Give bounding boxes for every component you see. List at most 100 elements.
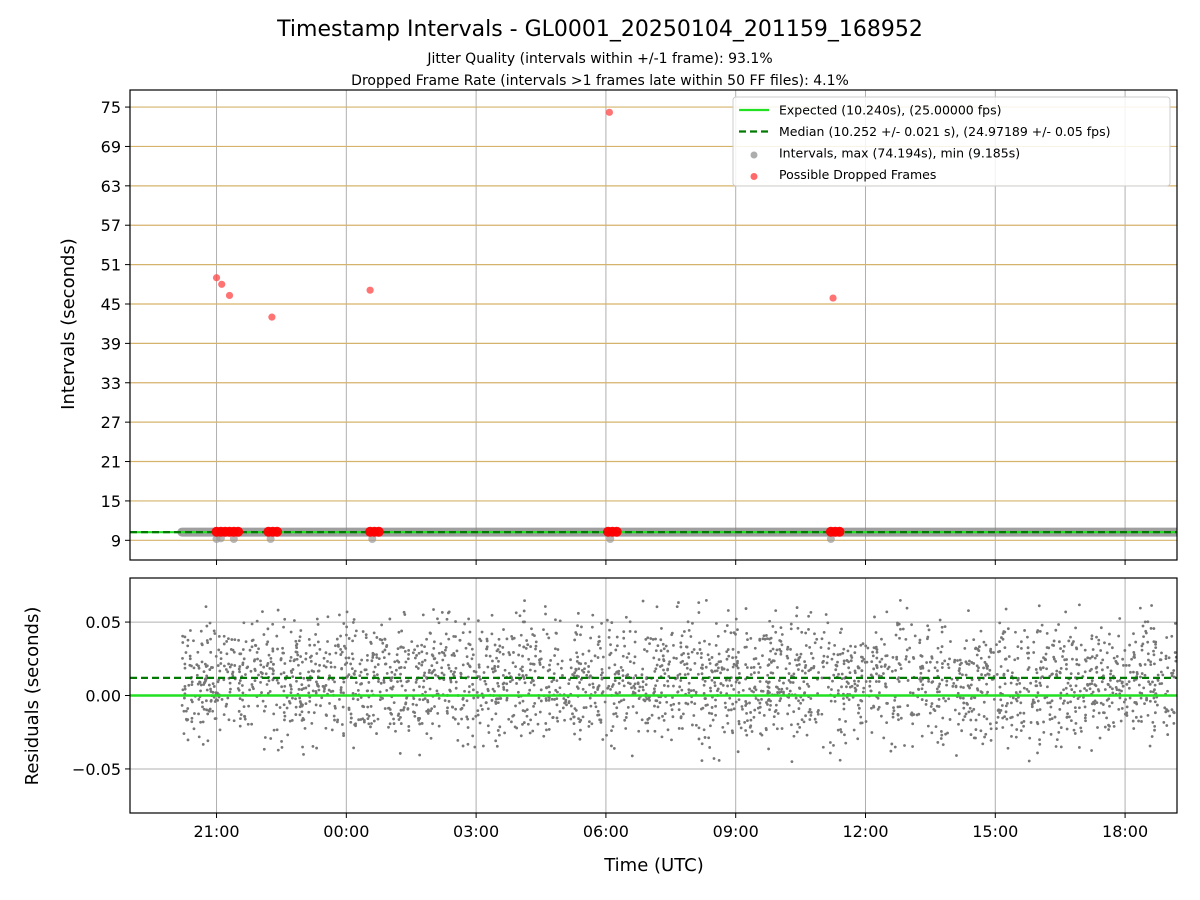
residual-point bbox=[995, 721, 998, 725]
residual-point bbox=[919, 679, 923, 683]
residual-point bbox=[989, 727, 993, 731]
residual-point bbox=[975, 664, 979, 668]
residual-point bbox=[809, 697, 813, 700]
residual-point bbox=[1004, 607, 1008, 611]
residual-point bbox=[259, 659, 262, 663]
residual-point bbox=[563, 701, 567, 705]
residual-point bbox=[844, 741, 848, 745]
residual-point bbox=[927, 669, 931, 673]
residual-point bbox=[905, 648, 909, 652]
residual-point bbox=[260, 671, 264, 675]
residual-point bbox=[744, 700, 748, 703]
residual-point bbox=[369, 640, 373, 644]
residual-point bbox=[869, 689, 873, 693]
residual-point bbox=[1057, 623, 1060, 626]
residual-point bbox=[1108, 704, 1111, 708]
residual-point bbox=[1174, 659, 1177, 663]
residual-point bbox=[539, 657, 543, 661]
residuals-plot-area bbox=[130, 598, 1177, 764]
residual-point bbox=[984, 732, 988, 736]
residual-point bbox=[294, 713, 298, 716]
residual-point bbox=[795, 606, 799, 609]
residual-point bbox=[758, 665, 762, 669]
residual-point bbox=[396, 647, 400, 651]
residual-point bbox=[624, 716, 628, 719]
residual-point bbox=[364, 636, 368, 639]
residual-point bbox=[985, 664, 988, 668]
residual-point bbox=[554, 688, 558, 692]
residual-point bbox=[1003, 682, 1007, 686]
residual-point bbox=[592, 685, 595, 689]
residual-point bbox=[677, 708, 681, 712]
residual-point bbox=[844, 719, 847, 723]
residual-point bbox=[1172, 721, 1176, 725]
residual-point bbox=[610, 621, 614, 624]
residual-point bbox=[1166, 666, 1170, 670]
legend-box bbox=[732, 96, 1171, 187]
residual-point bbox=[534, 644, 538, 648]
residual-point bbox=[856, 684, 859, 687]
residual-point bbox=[666, 728, 670, 732]
residual-point bbox=[734, 617, 738, 621]
residual-point bbox=[956, 659, 959, 662]
residual-point bbox=[800, 630, 804, 634]
residual-point bbox=[237, 709, 241, 713]
residual-point bbox=[842, 662, 846, 666]
residual-point bbox=[883, 642, 886, 646]
residual-point bbox=[962, 706, 966, 710]
residual-point bbox=[403, 649, 407, 653]
residual-point bbox=[924, 690, 927, 694]
residual-point bbox=[1100, 680, 1104, 684]
residual-point bbox=[1163, 706, 1167, 710]
residual-point bbox=[737, 691, 741, 694]
residuals-series bbox=[180, 598, 1177, 764]
residual-point bbox=[1029, 681, 1033, 685]
residual-point bbox=[317, 669, 321, 673]
residual-point bbox=[802, 680, 806, 684]
residual-point bbox=[959, 685, 963, 689]
residual-point bbox=[1117, 688, 1121, 692]
residual-point bbox=[455, 649, 459, 653]
residual-point bbox=[201, 720, 205, 724]
residual-point bbox=[672, 644, 675, 647]
residual-point bbox=[617, 700, 621, 704]
residual-point bbox=[360, 658, 364, 662]
residual-point bbox=[987, 655, 991, 659]
residual-point bbox=[859, 715, 863, 719]
residual-point bbox=[267, 679, 271, 683]
residual-point bbox=[1014, 630, 1017, 634]
residual-point bbox=[294, 639, 298, 643]
residual-point bbox=[415, 703, 418, 707]
residual-point bbox=[1102, 711, 1106, 715]
dropped-frame-point bbox=[212, 274, 221, 282]
residual-point bbox=[354, 681, 358, 685]
residual-point bbox=[1132, 632, 1135, 636]
residual-point bbox=[1166, 709, 1170, 713]
residual-point bbox=[853, 651, 857, 655]
residual-point bbox=[433, 705, 436, 708]
residual-point bbox=[842, 647, 846, 651]
residual-point bbox=[841, 651, 845, 655]
residual-point bbox=[1108, 642, 1111, 646]
residual-point bbox=[307, 638, 311, 641]
residual-point bbox=[577, 661, 581, 665]
residual-point bbox=[383, 662, 387, 666]
residual-point bbox=[675, 657, 678, 660]
residual-point bbox=[687, 688, 691, 691]
residual-point bbox=[413, 714, 417, 718]
residual-point bbox=[310, 654, 313, 658]
residuals-y-axis-label: Residuals (seconds) bbox=[22, 607, 43, 786]
residual-point bbox=[792, 710, 796, 714]
residual-point bbox=[515, 682, 518, 685]
residual-point bbox=[1009, 681, 1013, 685]
residual-point bbox=[296, 653, 300, 657]
residual-point bbox=[544, 722, 548, 725]
residual-point bbox=[1138, 662, 1142, 666]
residual-point bbox=[182, 709, 186, 713]
residual-point bbox=[547, 636, 551, 640]
residual-point bbox=[430, 653, 434, 657]
residual-point bbox=[727, 708, 731, 712]
residual-point bbox=[1055, 673, 1058, 676]
residual-point bbox=[796, 722, 800, 726]
